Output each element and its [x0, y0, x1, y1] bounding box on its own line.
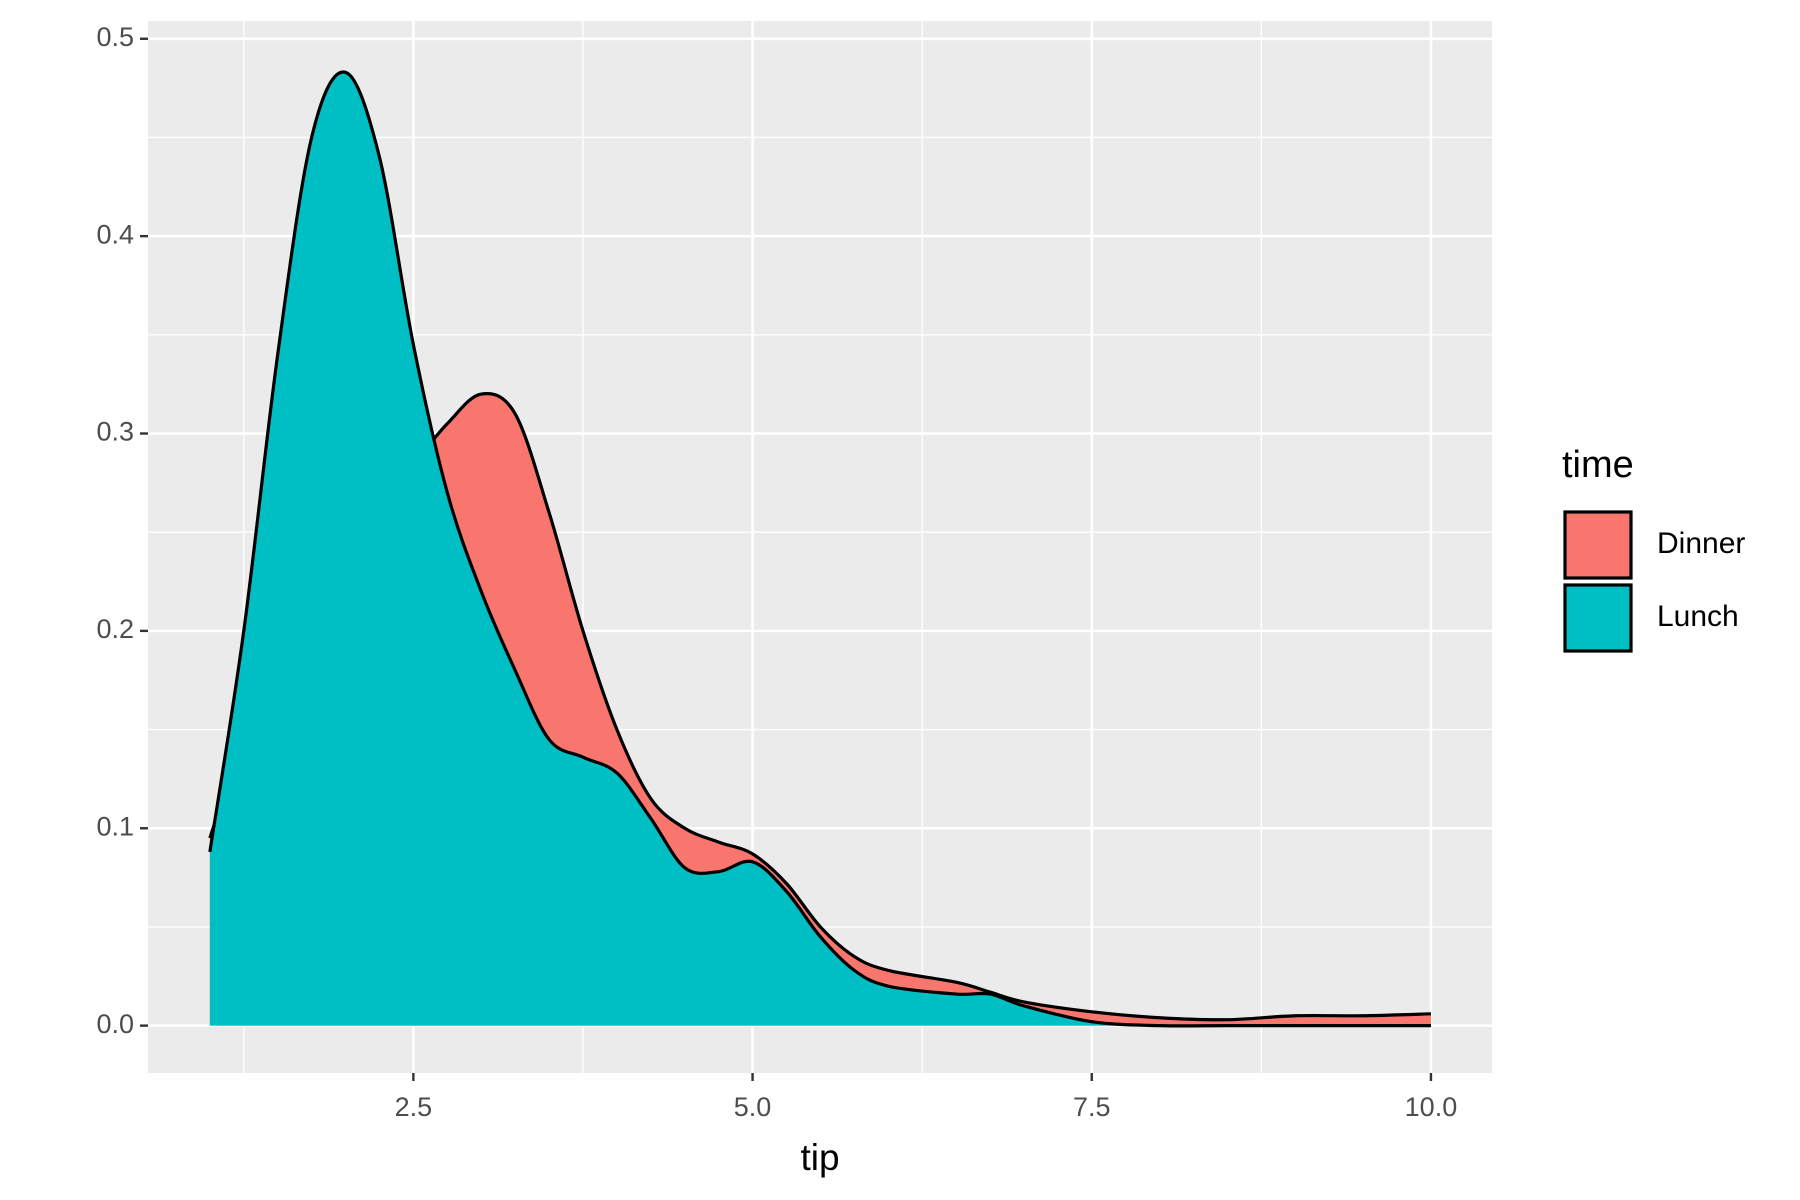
density-line [208, 70, 1431, 1028]
y-tick-label: 0.0 [96, 1009, 134, 1039]
legend-key [1563, 510, 1633, 580]
x-tick-label: 5.0 [734, 1092, 772, 1122]
x-tick-label: 7.5 [1073, 1092, 1111, 1122]
x-axis-title: tip [800, 1137, 839, 1178]
y-tick-label: 0.1 [96, 811, 134, 841]
legend-label: Lunch [1657, 600, 1739, 633]
legend: time Dinner Lunch [1562, 444, 1745, 653]
y-tick-label: 0.3 [96, 417, 134, 447]
legend-label: Dinner [1657, 527, 1745, 560]
y-tick-label: 0.2 [96, 614, 134, 644]
axes: 2.5 5.0 7.5 10.0 0.0 0.1 0.2 0.3 0.4 0.5 [96, 22, 1457, 1122]
legend-title: time [1562, 444, 1634, 486]
legend-key [1563, 583, 1633, 653]
y-tick-label: 0.4 [96, 219, 134, 249]
plot-area [208, 70, 1431, 1028]
y-tick-label: 0.5 [96, 22, 134, 52]
x-tick-label: 2.5 [395, 1092, 433, 1122]
density-fill [209, 71, 1431, 1026]
x-tick-label: 10.0 [1405, 1092, 1458, 1122]
